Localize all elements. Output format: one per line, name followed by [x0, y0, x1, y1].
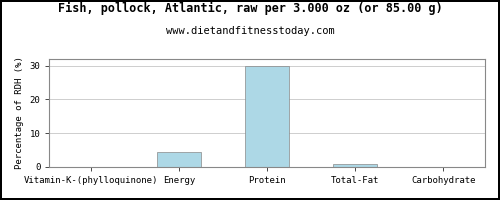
Bar: [157, 152, 201, 167]
Bar: [245, 66, 289, 167]
Y-axis label: Percentage of RDH (%): Percentage of RDH (%): [15, 57, 24, 169]
Text: www.dietandfitnesstoday.com: www.dietandfitnesstoday.com: [166, 26, 334, 36]
Bar: [333, 164, 377, 167]
Text: Fish, pollock, Atlantic, raw per 3.000 oz (or 85.00 g): Fish, pollock, Atlantic, raw per 3.000 o…: [58, 2, 442, 15]
